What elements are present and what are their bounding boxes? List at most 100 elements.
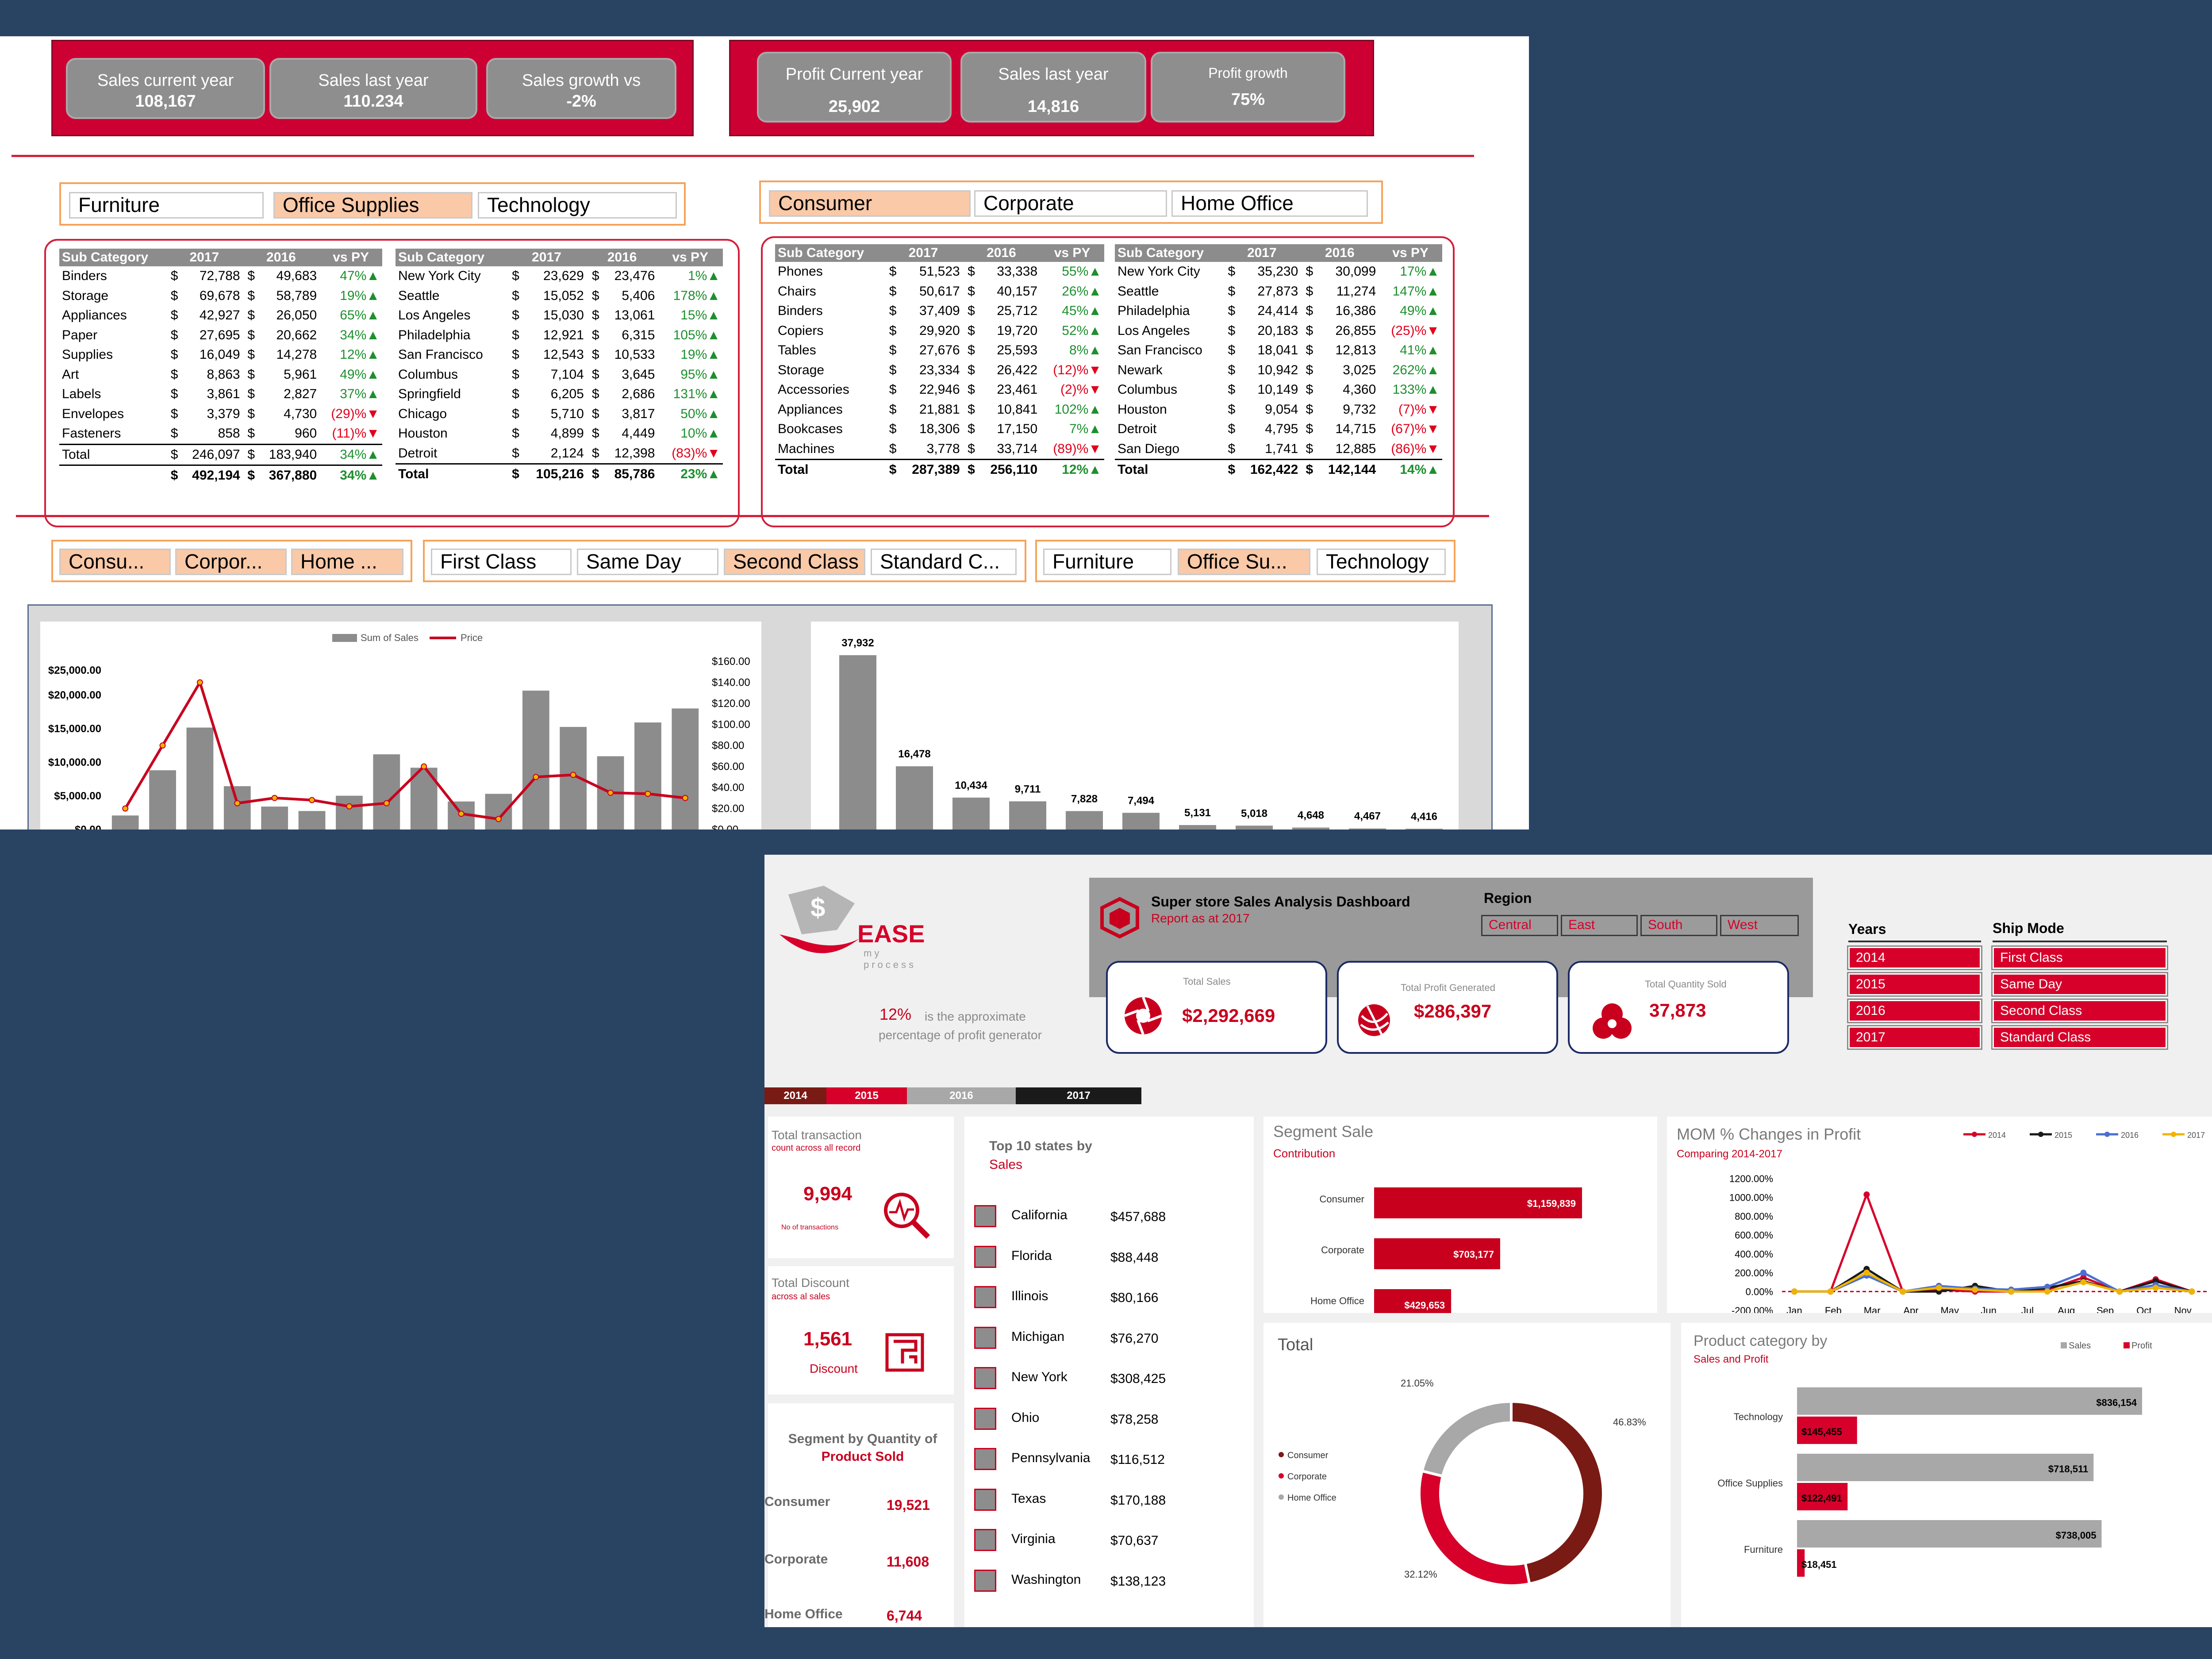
- value-bar[interactable]: [952, 797, 990, 830]
- tab-2015[interactable]: 2015: [826, 1087, 907, 1104]
- slicer-item-consumer[interactable]: Consumer: [769, 190, 971, 217]
- series-point[interactable]: [1791, 1288, 1797, 1295]
- ship-first-class[interactable]: First Class: [1991, 945, 2168, 970]
- slicer-item-technology[interactable]: Technology: [1317, 549, 1446, 575]
- tab-2014[interactable]: 2014: [764, 1087, 826, 1104]
- slicer-item-corporate[interactable]: Corpor...: [175, 549, 287, 575]
- state-checkbox[interactable]: [974, 1529, 996, 1551]
- price-point[interactable]: [533, 774, 539, 780]
- year-2016[interactable]: 2016: [1847, 998, 1982, 1023]
- kpi-profit-growth[interactable]: Profit growth 75%: [1151, 52, 1345, 123]
- value-bar[interactable]: [1179, 825, 1216, 830]
- price-point[interactable]: [271, 795, 278, 801]
- series-point[interactable]: [2080, 1279, 2087, 1286]
- value-bar[interactable]: [1066, 811, 1103, 830]
- segment-bar[interactable]: [1374, 1238, 1500, 1269]
- price-point[interactable]: [570, 772, 576, 778]
- state-checkbox[interactable]: [974, 1286, 996, 1308]
- slicer-item-corporate[interactable]: Corporate: [974, 190, 1167, 217]
- series-point[interactable]: [2152, 1284, 2159, 1291]
- ship-same-day[interactable]: Same Day: [1991, 972, 2168, 997]
- state-checkbox[interactable]: [974, 1407, 996, 1430]
- series-point[interactable]: [1936, 1284, 1942, 1291]
- sales-bar[interactable]: [186, 727, 214, 830]
- price-point[interactable]: [645, 791, 651, 797]
- series-point[interactable]: [2189, 1288, 2195, 1295]
- kpi-sales-current-year[interactable]: Sales current year 108,167: [66, 58, 265, 119]
- state-checkbox[interactable]: [974, 1205, 996, 1227]
- kpi-sales-growth[interactable]: Sales growth vs -2%: [486, 58, 676, 119]
- kpi-profit-current-year[interactable]: Profit Current year 25,902: [757, 52, 952, 123]
- slicer-item-same-day[interactable]: Same Day: [577, 549, 718, 575]
- sales-bar[interactable]: [298, 811, 326, 830]
- tab-2017[interactable]: 2017: [1016, 1087, 1141, 1104]
- ship-standard-class[interactable]: Standard Class: [1991, 1025, 2168, 1050]
- donut-slice[interactable]: [1420, 1400, 1513, 1478]
- region-south[interactable]: South: [1640, 915, 1717, 936]
- slicer-item-standard-class[interactable]: Standard C...: [871, 549, 1017, 575]
- sales-bar[interactable]: [336, 795, 363, 830]
- value-bar[interactable]: [1406, 829, 1443, 830]
- price-point[interactable]: [421, 763, 427, 770]
- series-point[interactable]: [1863, 1269, 1870, 1276]
- sales-bar[interactable]: [261, 806, 288, 830]
- slicer-item-home-office[interactable]: Home ...: [291, 549, 403, 575]
- profit-bar[interactable]: [1797, 1417, 1857, 1444]
- price-point[interactable]: [196, 679, 203, 686]
- slicer-item-furniture[interactable]: Furniture: [69, 192, 264, 219]
- tab-2016[interactable]: 2016: [907, 1087, 1016, 1104]
- value-bar[interactable]: [1349, 828, 1386, 830]
- series-point[interactable]: [2008, 1288, 2015, 1295]
- state-checkbox[interactable]: [974, 1448, 996, 1470]
- price-point[interactable]: [607, 789, 614, 796]
- profit-bar[interactable]: [1797, 1549, 1805, 1577]
- donut-slice[interactable]: [1510, 1400, 1605, 1586]
- series-point[interactable]: [2080, 1269, 2087, 1276]
- price-point[interactable]: [495, 816, 502, 822]
- price-point[interactable]: [234, 800, 241, 806]
- value-bar[interactable]: [1292, 827, 1329, 830]
- price-point[interactable]: [159, 742, 166, 749]
- sales-bar[interactable]: [373, 754, 400, 830]
- sales-bar[interactable]: [223, 786, 251, 830]
- value-bar[interactable]: [1122, 813, 1160, 830]
- year-2014[interactable]: 2014: [1847, 945, 1982, 970]
- year-2015[interactable]: 2015: [1847, 972, 1982, 997]
- slicer-item-consumer[interactable]: Consu...: [59, 549, 171, 575]
- series-point[interactable]: [1827, 1288, 1834, 1295]
- sales-bar[interactable]: [111, 815, 139, 830]
- series-point[interactable]: [1863, 1191, 1870, 1198]
- state-checkbox[interactable]: [974, 1569, 996, 1592]
- ship-second-class[interactable]: Second Class: [1991, 998, 2168, 1023]
- series-point[interactable]: [1900, 1288, 1906, 1295]
- price-point[interactable]: [309, 797, 315, 803]
- sales-bar[interactable]: [1797, 1387, 2142, 1415]
- price-point[interactable]: [682, 795, 688, 801]
- sales-bar[interactable]: [672, 708, 699, 830]
- region-central[interactable]: Central: [1481, 915, 1558, 936]
- value-bar[interactable]: [896, 766, 933, 830]
- value-bar[interactable]: [1009, 801, 1046, 830]
- slicer-item-office-supplies[interactable]: Office Su...: [1178, 549, 1310, 575]
- series-point[interactable]: [1972, 1286, 1978, 1293]
- year-2017[interactable]: 2017: [1847, 1025, 1982, 1050]
- series-point[interactable]: [2116, 1288, 2123, 1295]
- sales-bar[interactable]: [485, 794, 512, 830]
- sales-bar[interactable]: [149, 770, 176, 830]
- slicer-item-technology[interactable]: Technology: [478, 192, 677, 219]
- slicer-item-furniture[interactable]: Furniture: [1043, 549, 1171, 575]
- slicer-item-second-class[interactable]: Second Class: [724, 549, 865, 575]
- value-bar[interactable]: [839, 655, 876, 830]
- price-point[interactable]: [458, 810, 465, 817]
- price-point[interactable]: [346, 803, 353, 810]
- slicer-item-first-class[interactable]: First Class: [431, 549, 572, 575]
- series-point[interactable]: [2044, 1288, 2051, 1295]
- sales-bar[interactable]: [634, 722, 661, 830]
- kpi-sales-last-year[interactable]: Sales last year 110.234: [269, 58, 477, 119]
- slicer-item-office-supplies[interactable]: Office Supplies: [273, 192, 472, 219]
- profit-bar[interactable]: [1797, 1483, 1848, 1510]
- value-bar[interactable]: [1236, 826, 1273, 830]
- kpi-sales-last-year-2[interactable]: Sales last year 14,816: [960, 52, 1146, 123]
- region-east[interactable]: East: [1561, 915, 1638, 936]
- state-checkbox[interactable]: [974, 1245, 996, 1268]
